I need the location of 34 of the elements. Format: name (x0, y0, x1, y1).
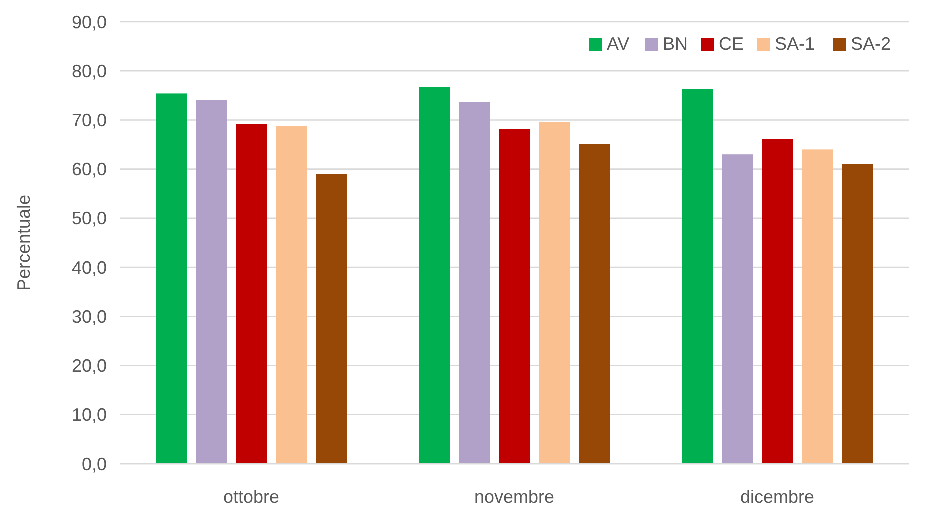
y-tick-label: 90,0 (72, 12, 107, 32)
legend-label: BN (663, 34, 688, 54)
y-tick-label: 0,0 (82, 454, 107, 474)
y-tick-label: 80,0 (72, 61, 107, 82)
bar (842, 164, 873, 464)
bar (539, 122, 570, 464)
y-tick-label: 70,0 (72, 110, 107, 131)
legend-label: SA-2 (851, 34, 892, 54)
y-axis-title: Percentuale (14, 194, 34, 292)
bar (236, 124, 267, 464)
bar (762, 139, 793, 464)
bar (156, 94, 187, 464)
bar (196, 100, 227, 464)
legend-label: SA-1 (775, 34, 816, 54)
legend-label: AV (607, 34, 630, 54)
bar (682, 89, 713, 464)
bar (802, 150, 833, 464)
y-tick-label: 10,0 (72, 405, 107, 426)
x-tick-label: dicembre (740, 487, 815, 507)
bar (276, 126, 307, 464)
y-tick-label: 20,0 (72, 356, 107, 376)
x-tick-label: ottobre (223, 487, 280, 507)
bar (316, 174, 347, 464)
bar (722, 154, 753, 464)
x-tick-label: novembre (474, 487, 555, 507)
legend-label: CE (719, 34, 744, 54)
bar (459, 102, 490, 464)
bar (419, 87, 450, 464)
y-tick-label: 30,0 (72, 306, 107, 327)
y-tick-label: 50,0 (72, 208, 107, 229)
y-tick-label: 60,0 (72, 160, 107, 180)
bar (499, 129, 530, 464)
bar (579, 144, 610, 464)
y-tick-label: 40,0 (72, 258, 107, 278)
